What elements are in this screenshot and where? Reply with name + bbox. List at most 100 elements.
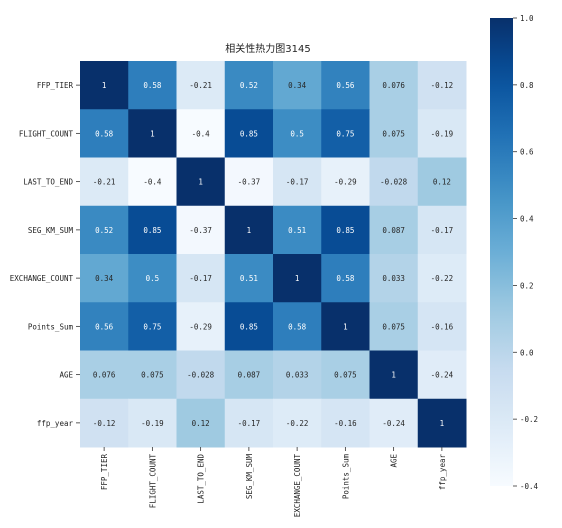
cell-value-label: 0.34 (288, 81, 307, 90)
cell-value-label: 0.56 (336, 81, 355, 90)
heatmap-cell (273, 61, 322, 110)
heatmap-cell (224, 205, 274, 255)
cell-value-label: 1 (295, 274, 300, 283)
heatmap-cell (321, 157, 370, 207)
cell-value-label: 0.85 (240, 129, 258, 138)
cell-value-label: -0.29 (334, 178, 357, 187)
heatmap-cell (417, 254, 467, 303)
heatmap-cell (176, 350, 226, 400)
cell-value-label: -0.17 (286, 178, 309, 187)
colorbar-tick-label: 0.4 (520, 215, 534, 224)
cell-value-label: -0.028 (380, 178, 408, 187)
heatmap-cell (369, 254, 419, 303)
y-tick-label: SEG_KM_SUM (28, 226, 74, 235)
x-tick-label: FFP_TIER (100, 454, 109, 491)
heatmap-cell (273, 350, 322, 400)
cell-value-label: 0.033 (286, 371, 309, 380)
heatmap-cell (321, 302, 370, 351)
heatmap-cell (321, 61, 370, 110)
heatmap-cells: 1 0.58 -0.21 0.52 0.34 0.56 0.076 -0.12 0.58 1 -0.… (80, 61, 467, 448)
cell-value-label: -0.19 (431, 129, 454, 138)
y-tick-label: AGE (59, 371, 73, 380)
heatmap-cell (128, 398, 177, 448)
heatmap-cell (80, 254, 129, 303)
cell-value-label: 1 (150, 129, 155, 138)
cell-value-label: -0.17 (431, 226, 454, 235)
cell-value-label: 0.75 (336, 129, 354, 138)
heatmap-cell (369, 205, 419, 255)
cell-value-label: 1 (247, 226, 252, 235)
cell-value-label: -0.24 (431, 371, 454, 380)
x-tick-labels: FFP_TIER FLIGHT_COUNT LAST_TO_END SEG_KM_SU… (100, 447, 447, 517)
cell-value-label: -0.17 (189, 274, 212, 283)
heatmap-cell (321, 109, 370, 158)
cell-value-label: -0.21 (189, 81, 212, 90)
heatmap-cell (80, 398, 129, 448)
heatmap-cell (369, 350, 419, 400)
x-tick-label: FLIGHT_COUNT (148, 454, 157, 509)
cell-value-label: 0.34 (95, 274, 114, 283)
heatmap-cell (224, 350, 274, 400)
heatmap-cell (417, 205, 467, 255)
cell-value-label: -0.4 (143, 178, 162, 187)
heatmap-cell (273, 398, 322, 448)
cell-value-label: 0.58 (143, 81, 162, 90)
heatmap-cell (128, 254, 177, 303)
heatmap-cell (176, 254, 226, 303)
heatmap-cell (321, 205, 370, 255)
heatmap-cell (80, 61, 129, 110)
cell-value-label: 0.52 (95, 226, 113, 235)
colorbar-tick-label: 0.0 (520, 348, 534, 357)
y-tick-label: FFP_TIER (37, 81, 74, 90)
heatmap-cell (176, 61, 226, 110)
cell-value-label: 0.56 (95, 322, 114, 331)
colorbar-tick-label: -0.2 (520, 415, 538, 424)
y-tick-label: EXCHANGE_COUNT (10, 274, 74, 283)
cell-value-label: 0.076 (382, 81, 405, 90)
heatmap-cell (80, 302, 129, 351)
y-tick-label: LAST_TO_END (23, 178, 73, 187)
cell-value-label: -0.17 (238, 419, 261, 428)
heatmap-cell (80, 350, 129, 400)
heatmap-cell (273, 157, 322, 207)
heatmap-cell (176, 302, 226, 351)
cell-value-label: -0.37 (238, 178, 261, 187)
heatmap-cell (128, 302, 177, 351)
heatmap-cell (417, 109, 467, 158)
heatmap-cell (321, 254, 370, 303)
cell-value-label: 1 (198, 178, 203, 187)
heatmap-cell (176, 157, 226, 207)
cell-value-label: 0.5 (146, 274, 160, 283)
colorbar-tick-label: -0.4 (520, 482, 539, 491)
heatmap-cell (321, 398, 370, 448)
cell-value-label: -0.16 (431, 322, 454, 331)
heatmap-cell (273, 302, 322, 351)
cell-value-label: 1 (391, 371, 396, 380)
cell-value-label: 0.58 (336, 274, 355, 283)
heatmap-cell (417, 350, 467, 400)
cell-value-label: -0.21 (93, 178, 116, 187)
cell-value-label: 0.087 (238, 371, 261, 380)
chart-title: 相关性热力图3145 (225, 42, 310, 55)
cell-value-label: 0.51 (240, 274, 258, 283)
y-tick-label: ffp_year (37, 419, 74, 428)
heatmap-cell (369, 157, 419, 207)
heatmap-cell (273, 205, 322, 255)
heatmap-cell (80, 109, 129, 158)
x-tick-label: AGE (390, 454, 399, 468)
cell-value-label: 0.076 (93, 371, 116, 380)
cell-value-label: 0.075 (382, 129, 405, 138)
heatmap-cell (128, 157, 177, 207)
colorbar-tick-label: 0.6 (520, 148, 534, 157)
x-tick-label: ffp_year (438, 454, 447, 491)
heatmap-cell (128, 109, 177, 158)
heatmap-cell (128, 350, 177, 400)
heatmap-cell (224, 254, 274, 303)
cell-value-label: 0.075 (382, 322, 405, 331)
heatmap-cell (224, 157, 274, 207)
colorbar (490, 18, 513, 486)
heatmap-cell (176, 205, 226, 255)
cell-value-label: 1 (343, 322, 348, 331)
cell-value-label: 0.52 (240, 81, 258, 90)
